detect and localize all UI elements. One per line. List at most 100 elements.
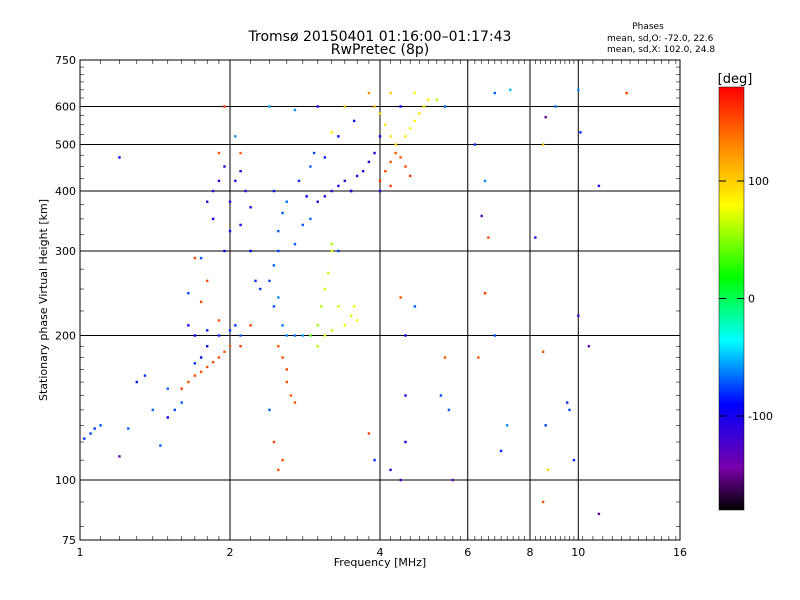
y-tick-label: 200 [55, 330, 76, 343]
data-point [272, 305, 276, 308]
data-point [223, 350, 226, 353]
data-point [239, 151, 242, 155]
data-point [199, 300, 203, 304]
x-tick-labels: 1 2 4 6 8 10 16 [77, 546, 688, 559]
data-point [343, 105, 347, 108]
data-point [228, 229, 232, 233]
data-point [285, 368, 288, 371]
data-point [384, 169, 387, 173]
data-point [228, 329, 232, 332]
data-point [399, 478, 402, 482]
data-point [268, 105, 271, 108]
data-point [422, 105, 426, 108]
data-point [309, 165, 312, 168]
data-point [199, 256, 203, 260]
data-point [337, 305, 340, 308]
data-point [451, 478, 455, 482]
y-axis-label: Stationary phase Virtual Height [km] [37, 199, 50, 401]
data-point [83, 437, 86, 440]
data-point [281, 356, 284, 359]
data-point [389, 160, 392, 164]
data-point [217, 151, 221, 155]
data-point [418, 112, 421, 115]
data-point [409, 174, 412, 178]
data-point [330, 242, 333, 246]
data-point [534, 236, 537, 239]
data-point [293, 242, 297, 246]
data-point [93, 427, 96, 430]
data-point [439, 394, 443, 397]
data-point [297, 179, 301, 183]
data-point [483, 179, 487, 183]
data-point [404, 135, 407, 138]
data-point [228, 200, 232, 203]
data-point [285, 380, 288, 384]
data-point [239, 345, 242, 348]
data-point [572, 458, 576, 462]
y-tick-label: 300 [55, 245, 76, 258]
data-point [277, 468, 280, 472]
data-point [404, 334, 407, 337]
data-point [281, 458, 284, 462]
data-point [254, 279, 257, 283]
data-point [323, 287, 327, 291]
data-point [281, 324, 284, 327]
data-point [135, 380, 138, 384]
data-point [544, 116, 547, 119]
y-tick-labels: 75 100 200 300 400 500 600 750 [55, 54, 76, 547]
data-point [404, 394, 407, 397]
data-point [211, 360, 215, 364]
data-point [193, 362, 197, 365]
y-tick-label: 75 [62, 534, 76, 547]
data-point [565, 401, 569, 404]
data-point [443, 105, 447, 108]
data-point [337, 249, 340, 253]
data-point [435, 98, 438, 101]
data-point [301, 223, 305, 227]
x-tick-label: 2 [227, 546, 234, 559]
y-tick-label: 500 [55, 139, 76, 152]
data-point [499, 449, 503, 453]
data-point [355, 174, 359, 178]
data-point [211, 217, 215, 221]
data-point [477, 356, 480, 359]
data-point [223, 105, 226, 108]
data-point [355, 319, 359, 322]
y-tick-label: 400 [55, 185, 76, 198]
data-point [228, 345, 232, 348]
chart-subtitle: RwPretec (8p) [331, 42, 429, 58]
data-point [337, 135, 340, 138]
data-point [166, 387, 169, 390]
data-point [343, 179, 347, 183]
y-tick-label: 600 [55, 101, 76, 114]
data-point [541, 500, 545, 504]
data-point [587, 345, 591, 348]
data-point [234, 135, 237, 138]
data-point [389, 184, 392, 188]
data-point [399, 156, 402, 159]
data-point [205, 365, 209, 369]
data-point [579, 131, 582, 134]
data-point [223, 249, 226, 253]
data-point [277, 345, 280, 348]
data-point [373, 151, 376, 155]
data-point [330, 189, 333, 193]
data-point [217, 179, 221, 183]
data-point [367, 432, 371, 435]
data-point [544, 424, 547, 427]
data-point [394, 151, 397, 155]
data-point [443, 356, 447, 359]
data-point [173, 408, 177, 412]
x-tick-label: 1 [77, 546, 84, 559]
data-point [316, 324, 319, 327]
data-point [193, 256, 197, 260]
x-tick-label: 4 [377, 546, 384, 559]
data-point [309, 334, 312, 337]
data-point [404, 440, 407, 444]
colorbar-label: [deg] [718, 72, 753, 87]
data-point [394, 143, 397, 146]
data-point [277, 296, 280, 299]
data-point [277, 249, 280, 253]
data-point [223, 165, 226, 168]
